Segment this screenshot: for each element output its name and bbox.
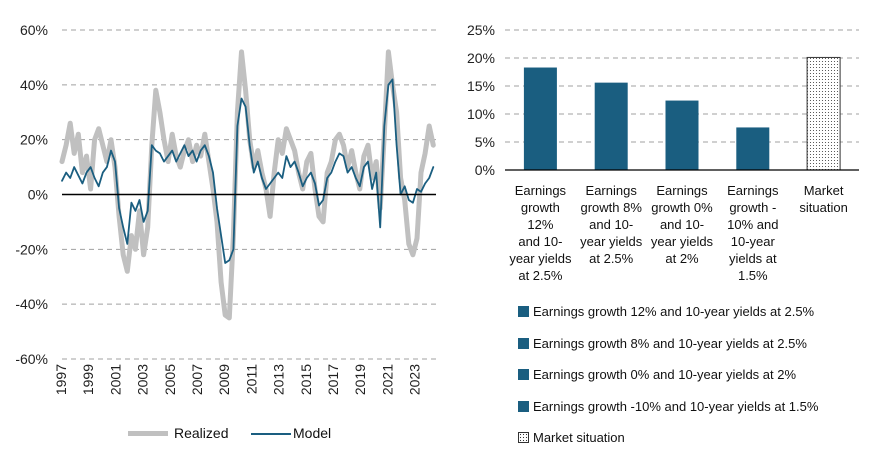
category-label-line: and 10-: [518, 234, 563, 249]
category-label-line: at 2%: [665, 251, 699, 266]
y-tick-label: -40%: [15, 296, 48, 312]
x-tick-label: 2005: [162, 364, 178, 395]
bar-scenario-4: [736, 127, 770, 170]
series-line-realized: [59, 49, 436, 321]
bar-chart-bars: [523, 56, 841, 171]
category-label-line: 10-year: [730, 234, 775, 249]
legend-label-model: Model: [293, 425, 332, 441]
x-tick-label: 2021: [379, 364, 395, 395]
category-label-line: year yields: [580, 234, 643, 249]
y-tick-label: 0%: [475, 162, 495, 178]
category-label-line: at 2.5%: [589, 251, 634, 266]
y-tick-label: 40%: [20, 77, 48, 93]
category-label-line: Earnings: [514, 183, 567, 198]
legend-swatch: [518, 337, 529, 349]
legend-label: Earnings growth 12% and 10-year yields a…: [533, 304, 815, 319]
category-label-line: Earnings: [585, 183, 637, 198]
category-label-line: year yields: [650, 234, 714, 249]
category-label-line: 1.5%: [737, 268, 768, 283]
bar-chart-gridlines: [505, 29, 859, 143]
bar-scenario-1: [523, 67, 557, 170]
model-line-swatch: [251, 433, 291, 435]
category-label-line: Market: [803, 183, 844, 198]
category-label-line: 10% and: [727, 217, 779, 232]
y-tick-label: 5%: [475, 134, 495, 150]
x-tick-label: 2001: [107, 364, 123, 395]
legend-swatch: [518, 400, 529, 412]
legend-swatch: [518, 369, 529, 380]
bar-scenario-2: [594, 82, 628, 170]
legend-swatch: [518, 306, 529, 317]
line-chart-series: [59, 49, 436, 321]
bar-scenario-3: [665, 100, 699, 170]
category-label-line: Earnings: [727, 183, 779, 198]
x-tick-label: 1997: [53, 364, 69, 395]
category-label-line: at 2.5%: [518, 268, 563, 283]
category-label: Earnings growth 0% and 10- year yields at 2%: [649, 182, 715, 267]
legend-label: Earnings growth 8% and 10-year yields at…: [533, 335, 807, 351]
y-tick-label: 15%: [467, 78, 495, 94]
category-label-line: growth -: [729, 200, 777, 215]
x-tick-label: 2019: [352, 364, 368, 395]
y-tick-label: -60%: [15, 351, 48, 367]
x-tick-label: 2003: [135, 364, 151, 395]
legend-swatch-dotted: [518, 432, 529, 443]
y-tick-label: 20%: [20, 132, 48, 148]
x-tick-label: 2023: [407, 364, 423, 395]
line-chart-y-axis: 60% 40% 20% 0% -20% -40% -60%: [15, 22, 48, 367]
category-label-line: year yields: [509, 251, 572, 266]
x-tick-label: 2015: [298, 364, 314, 395]
category-label-line: yields at: [728, 251, 777, 266]
category-label: Earnings growth - 10% and 10-year yields at 1…: [720, 182, 786, 284]
realized-line-swatch: [128, 431, 168, 436]
legend-label: Market situation: [533, 430, 625, 445]
legend-label: Earnings growth 0% and 10-year yields at…: [533, 367, 797, 382]
legend-label: Earnings growth -10% and 10-year yields …: [533, 398, 819, 414]
bar-market-situation: [806, 56, 841, 171]
series-line-model: [61, 78, 435, 264]
y-tick-label: 0%: [28, 187, 48, 203]
x-tick-label: 1999: [80, 364, 96, 395]
category-label-line: and 10-: [589, 217, 634, 232]
category-label-line: growth 8%: [580, 200, 642, 215]
bar-chart-y-axis: 25% 20% 15% 10% 5% 0%: [467, 22, 495, 178]
bar-chart: 25% 20% 15% 10% 5% 0%: [467, 22, 859, 178]
y-tick-label: -20%: [15, 241, 48, 257]
category-label-line: growth 12%: [520, 200, 560, 232]
line-chart-x-axis: 1997 1999 2001 2003 2005 2007 2009 2011 2013 2015…: [53, 364, 423, 395]
line-chart: 60% 40% 20% 0% -20% -40% -60% 1997 1999 2001 2003…: [15, 22, 436, 395]
category-label-line: and 10-: [659, 217, 705, 232]
x-tick-label: 2017: [325, 364, 341, 395]
y-tick-label: 25%: [467, 22, 495, 38]
y-tick-label: 60%: [20, 22, 48, 38]
category-label-line: situation: [799, 200, 848, 215]
x-tick-label: 2009: [216, 364, 232, 395]
y-tick-label: 10%: [467, 106, 495, 122]
category-label: Market situation: [791, 182, 857, 216]
x-tick-label: 2013: [271, 364, 287, 395]
category-label: Earnings growth 12% and 10- year yields at 2…: [507, 182, 573, 284]
x-tick-label: 2007: [189, 364, 205, 395]
legend-label-realized: Realized: [174, 425, 229, 441]
y-tick-label: 20%: [467, 50, 495, 66]
category-label-line: Earnings: [656, 183, 708, 198]
x-tick-label: 2011: [243, 364, 259, 394]
category-label-line: growth 0%: [651, 200, 713, 215]
category-label: Earnings growth 8% and 10- year yields at 2.…: [578, 182, 644, 267]
